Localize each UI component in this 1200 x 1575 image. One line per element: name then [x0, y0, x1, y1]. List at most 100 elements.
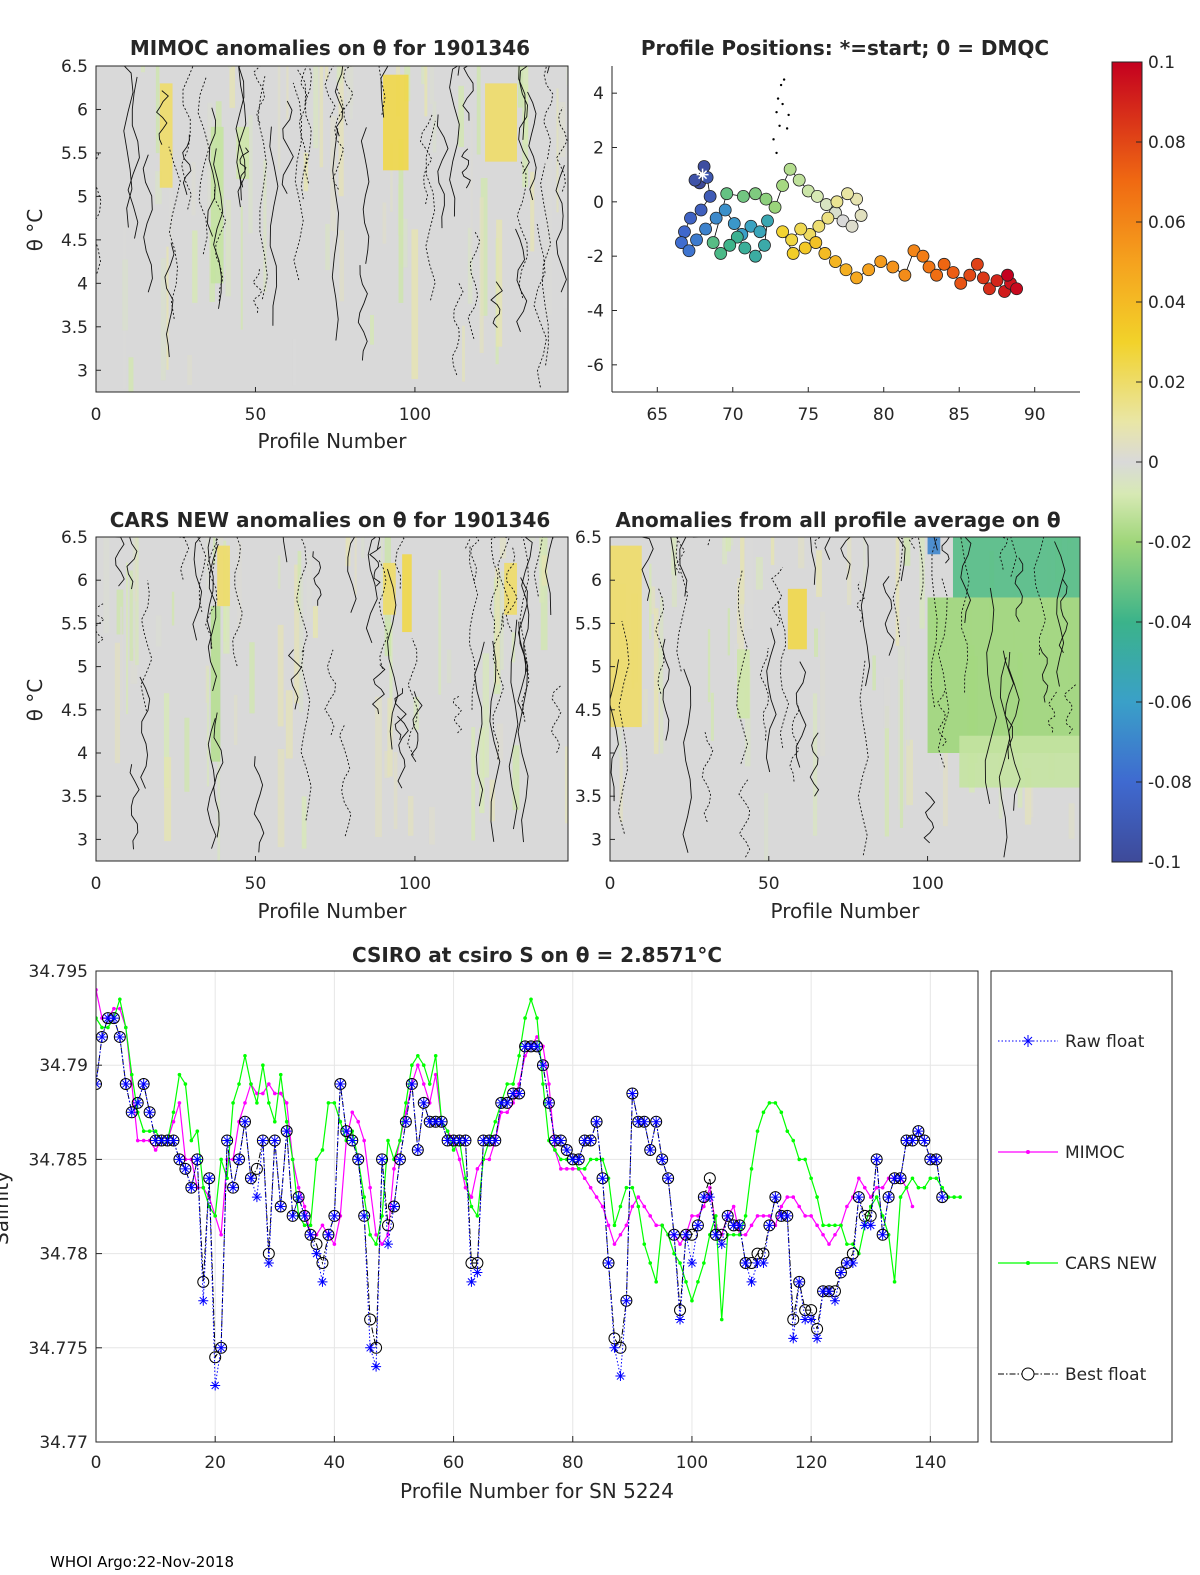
contour-negative — [1047, 691, 1057, 733]
raw-float-marker — [645, 1144, 656, 1155]
heatmap-streak — [206, 537, 209, 591]
profile-point — [682, 244, 696, 258]
colorbar-tick-label: 0.02 — [1148, 373, 1186, 393]
best-float-marker — [209, 1351, 222, 1364]
path-dot — [779, 83, 783, 87]
cars-new-marker — [755, 1129, 760, 1133]
raw-float-marker — [794, 1276, 805, 1287]
contour-positive — [1058, 578, 1068, 654]
heatmap-anomaly-patch — [383, 562, 396, 615]
heatmap-streak — [248, 115, 253, 234]
best-float-marker — [876, 1228, 889, 1241]
mimoc-marker — [463, 1185, 468, 1190]
path-dot — [785, 127, 789, 130]
cars-new-marker — [231, 1101, 235, 1105]
contour-positive — [207, 107, 217, 237]
mimoc-marker — [243, 1101, 247, 1105]
cars-new-marker — [791, 1138, 796, 1143]
cars-new-marker — [404, 1101, 408, 1105]
heatmap-anomaly-patch — [787, 588, 807, 650]
raw-float-marker — [567, 1154, 578, 1165]
raw-float-marker — [621, 1295, 632, 1306]
profile-point — [776, 179, 789, 192]
path-dot — [775, 151, 778, 155]
cars-new-marker — [916, 1185, 921, 1190]
best-float-marker — [376, 1153, 389, 1166]
heatmap-streak — [734, 643, 739, 690]
cars-new-marker — [386, 1138, 390, 1143]
heatmap-streak — [294, 564, 300, 704]
x-tick-label: 85 — [948, 405, 970, 425]
y-tick-label: 6.5 — [61, 57, 88, 77]
mimoc-marker — [362, 1138, 366, 1143]
raw-float-marker — [478, 1135, 489, 1146]
best-float-marker — [405, 1078, 418, 1091]
heatmap-streak — [160, 258, 166, 381]
raw-float-marker — [317, 1276, 328, 1287]
cars-new-marker — [129, 1072, 134, 1077]
raw-float-marker — [782, 1210, 793, 1221]
heatmap-streak — [619, 757, 623, 823]
heatmap-streak — [496, 219, 503, 347]
cars-new-marker — [332, 1101, 337, 1105]
raw-float-marker — [418, 1097, 429, 1108]
raw-float-marker — [400, 1116, 411, 1127]
raw-float-marker — [341, 1126, 352, 1137]
mimoc-marker — [690, 1214, 694, 1218]
cars-new-marker — [839, 1223, 843, 1228]
avg-ticks: 0 50 100 3 3.5 4 4.5 5 5.5 6 6.5 — [575, 528, 944, 894]
raw-float-marker — [680, 1229, 691, 1240]
mimoc-marker — [612, 1242, 617, 1246]
heatmap-anomaly-patch — [485, 83, 517, 162]
raw-float-marker — [150, 1135, 161, 1146]
heatmap-streak — [1024, 768, 1032, 825]
x-tick-label: 80 — [873, 405, 895, 425]
heatmap-streak — [277, 624, 284, 727]
heatmap-streak — [1030, 784, 1034, 818]
heatmap-streak — [476, 66, 481, 155]
contour-negative — [378, 558, 389, 669]
contour-negative — [655, 587, 665, 694]
contour-negative — [857, 659, 869, 856]
mimoc-marker — [469, 1195, 474, 1199]
contour-negative — [343, 66, 354, 126]
heatmap-streak — [541, 555, 548, 586]
raw-float-marker — [728, 1220, 739, 1231]
heatmap-streak — [286, 66, 289, 120]
raw-float-marker — [841, 1258, 852, 1269]
heatmap-streak — [237, 542, 242, 627]
contour-positive — [114, 537, 125, 587]
heatmap-streak — [277, 66, 281, 170]
cars-new-marker — [904, 1185, 909, 1190]
best-float-marker — [143, 1106, 156, 1119]
heatmap-streak — [471, 726, 476, 841]
legend-label: CARS NEW — [1065, 1254, 1157, 1274]
best-float-marker — [382, 1219, 395, 1232]
contour-negative — [332, 88, 345, 190]
heatmap-streak — [722, 537, 728, 565]
heatmap-streak — [495, 567, 500, 685]
mimoc-marker — [779, 1204, 784, 1209]
contour-negative — [232, 537, 243, 667]
heatmap-streak — [192, 230, 198, 303]
profile-point — [874, 255, 888, 269]
contour-positive — [461, 148, 471, 189]
contour-negative — [420, 114, 433, 205]
heatmap-streak — [155, 66, 160, 154]
contour-positive — [410, 691, 423, 762]
raw-float-marker — [436, 1116, 447, 1127]
profile-point — [786, 247, 800, 260]
heatmap-streak — [942, 711, 948, 827]
cars-new-marker — [177, 1072, 182, 1077]
cars-new-marker — [612, 1223, 617, 1228]
heatmap-streak — [228, 66, 232, 69]
path-dot — [781, 102, 784, 106]
csiro-salinity-panel: CSIRO at csiro S on θ = 2.8571°C 0 20 40 60… — [0, 943, 1173, 1503]
profile-point — [812, 219, 826, 233]
heatmap-streak — [1068, 803, 1075, 839]
profile-point — [946, 266, 960, 279]
contour-positive — [281, 100, 294, 194]
heatmap-streak — [707, 628, 711, 703]
contour-negative — [197, 77, 210, 255]
raw-float-marker — [639, 1116, 650, 1127]
